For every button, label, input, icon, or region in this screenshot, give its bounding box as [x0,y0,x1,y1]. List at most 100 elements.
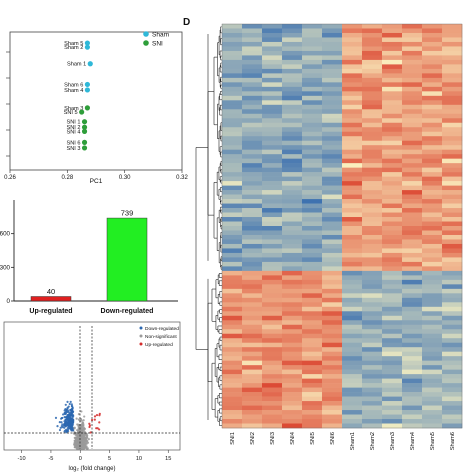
heatmap-cell [342,320,363,326]
heatmap-cell [222,91,243,97]
heatmap-cell [222,122,243,128]
heatmap-cell [262,109,283,115]
heatmap-column-label: Sham3 [390,432,396,450]
heatmap-cell [342,221,363,227]
heatmap-cell [302,91,323,97]
heatmap-cell [342,64,363,70]
heatmap-cell [222,154,243,159]
heatmap-cell [242,288,263,294]
heatmap-cell [342,91,363,97]
heatmap-cell [242,302,263,308]
heatmap-cell [302,252,323,258]
heatmap-cell [322,203,343,209]
heatmap-cell [442,140,463,146]
heatmap-cell [222,423,243,429]
heatmap-cell [362,396,383,402]
heatmap-cell [222,320,243,326]
volcano-point [63,430,66,433]
volcano-point [77,429,80,432]
heatmap-cell [382,392,403,397]
heatmap-cell [302,113,323,119]
heatmap-cell [322,293,343,299]
heatmap-cell [222,82,243,88]
heatmap-cell [362,302,383,308]
heatmap-cell [222,360,243,366]
heatmap-cell [382,360,403,366]
heatmap-cell [282,73,303,79]
heatmap-cell [242,167,263,173]
heatmap-cell [382,95,403,101]
heatmap-cell [342,342,363,348]
heatmap-cell [302,55,323,61]
heatmap-cell [222,306,243,312]
heatmap-cell [422,199,443,204]
heatmap-cell [402,176,423,182]
heatmap-cell [302,163,323,168]
heatmap-cell [242,239,263,245]
heatmap-cell [322,104,343,110]
heatmap-cell [382,293,403,299]
heatmap-cell [402,365,423,370]
heatmap-cell [422,383,443,388]
heatmap-cell [222,243,243,249]
volcano-point [69,400,72,404]
heatmap-cell [362,122,383,128]
heatmap-cell [262,208,283,213]
heatmap-cell [362,100,383,106]
heatmap-cell [382,181,403,186]
heatmap-cell [322,149,343,155]
heatmap-cell [382,91,403,97]
heatmap-cell [342,226,363,231]
heatmap-cell [422,122,443,128]
heatmap-cell [322,297,343,303]
heatmap-cell [322,208,343,213]
volcano-point [66,400,69,403]
heatmap-cell [222,234,243,240]
heatmap-cell [422,248,443,254]
volcano-point [95,413,99,417]
heatmap-cell [402,347,423,352]
heatmap-cell [222,32,243,38]
volcano-point [77,413,81,416]
heatmap-cell [342,410,363,415]
heatmap-cell [342,252,363,258]
heatmap-cell [422,347,443,352]
heatmap-cell [262,374,283,379]
heatmap-cell [422,149,443,155]
pca-x-tick-label: 0.30 [119,175,131,181]
heatmap-cell [322,122,343,128]
heatmap-cell [402,118,423,124]
heatmap-cell [222,37,243,43]
heatmap-cell [342,243,363,249]
heatmap-cell [382,154,403,159]
heatmap-cell [262,288,283,294]
heatmap-cell [442,59,463,65]
heatmap-cell [222,324,243,330]
heatmap-cell [282,257,303,263]
heatmap-cell [362,131,383,137]
heatmap-cell [222,378,243,384]
heatmap-cell [262,24,283,29]
heatmap-cell [282,154,303,159]
heatmap-cell [242,190,263,195]
heatmap-cell [242,360,263,366]
heatmap-cell [302,311,323,317]
heatmap-cell [302,59,323,65]
heatmap-cell [342,113,363,119]
heatmap-cell [302,230,323,236]
heatmap-cell [262,149,283,155]
heatmap-cell [262,140,283,146]
volcano-point [66,413,70,417]
heatmap-cell [422,315,443,321]
heatmap-cell [262,234,283,240]
heatmap-cell [342,86,363,92]
heatmap-cell [342,374,363,379]
heatmap-cell [282,158,303,164]
bar-category-label: Down-regulated [101,308,154,315]
heatmap-cell [402,423,423,429]
heatmap-cell [342,82,363,88]
heatmap-cell [402,194,423,200]
heatmap-cell [262,91,283,97]
heatmap-cell [342,203,363,209]
heatmap-cell [282,190,303,195]
